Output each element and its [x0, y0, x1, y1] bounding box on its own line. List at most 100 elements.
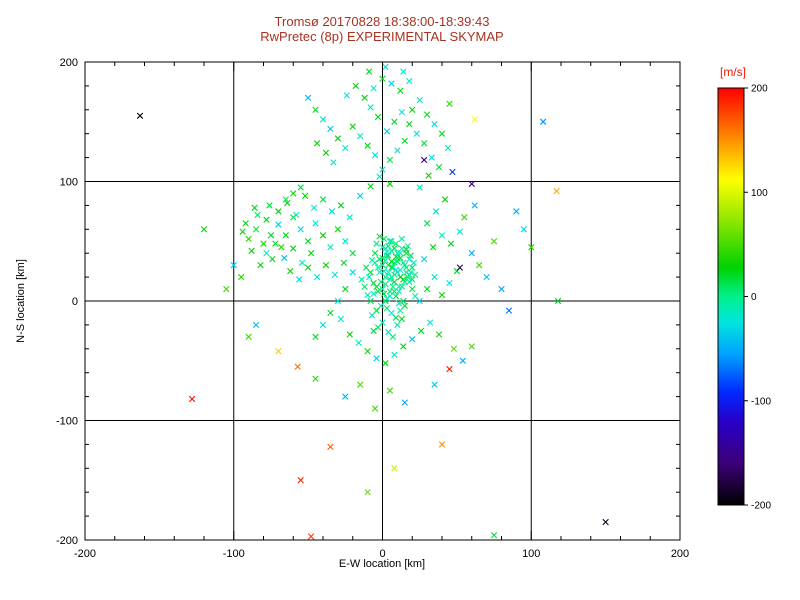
scatter-point	[245, 333, 252, 341]
scatter-point	[327, 244, 334, 251]
scatter-point	[406, 271, 413, 278]
scatter-point	[389, 333, 397, 341]
scatter-point	[447, 240, 455, 247]
scatter-point	[272, 240, 279, 247]
axes-layer: -200 -100 0 100 200 -200 -100 0 100 200	[56, 57, 689, 560]
scatter-point	[371, 152, 379, 159]
scatter-point	[432, 208, 440, 215]
x-tick-label: -200	[74, 548, 96, 560]
scatter-point	[342, 238, 349, 245]
scatter-point	[263, 250, 270, 257]
scatter-point	[269, 255, 276, 263]
scatter-point	[431, 273, 438, 281]
scatter-point	[425, 172, 432, 179]
scatter-point	[416, 297, 423, 305]
scatter-point	[416, 97, 423, 104]
colorbar-tick-label: -100	[751, 396, 771, 407]
scatter-point	[435, 331, 443, 338]
scatter-point	[312, 220, 319, 227]
scatter-point	[365, 273, 373, 281]
scatter-point	[275, 208, 282, 215]
scatter-point	[398, 109, 406, 116]
scatter-point	[373, 283, 380, 290]
scatter-point	[373, 355, 380, 362]
scatter-point	[349, 269, 356, 276]
scatter-point	[330, 159, 337, 166]
scatter-point	[371, 405, 379, 412]
scatter-point	[297, 226, 304, 233]
scatter-point	[379, 75, 386, 82]
x-tick-label: 200	[671, 548, 689, 560]
scatter-point	[409, 264, 416, 271]
grid-layer	[85, 62, 680, 540]
scatter-point	[401, 399, 409, 406]
scatter-point	[407, 252, 414, 259]
scatter-point	[278, 244, 285, 251]
scatter-point	[312, 106, 319, 113]
scatter-point	[188, 395, 196, 403]
scatter-point	[356, 381, 364, 388]
scatter-point	[392, 240, 400, 247]
scatter-point	[364, 348, 371, 355]
scatter-point	[505, 307, 513, 314]
scatter-point	[379, 261, 386, 269]
colorbar-units-label: [m/s]	[720, 65, 746, 79]
scatter-point	[444, 144, 452, 152]
scatter-point	[392, 314, 400, 321]
scatter-point	[251, 204, 258, 211]
scatter-point	[263, 216, 270, 223]
scatter-point	[400, 259, 407, 266]
scatter-point	[520, 226, 528, 233]
scatter-point	[385, 242, 392, 250]
scatter-point	[416, 184, 423, 191]
scatter-point	[397, 250, 404, 257]
scatter-point	[371, 250, 379, 257]
scatter-point	[327, 443, 334, 450]
scatter-point	[475, 261, 483, 269]
scatter-point	[394, 147, 401, 154]
scatter-point	[312, 375, 319, 382]
scatter-point	[297, 184, 304, 191]
scatter-point	[379, 166, 386, 173]
scatter-point	[446, 100, 453, 108]
scatter-point	[368, 312, 376, 319]
scatter-point	[446, 365, 453, 373]
scatter-point	[423, 285, 431, 293]
x-axis-label: E-W location [km]	[339, 558, 425, 570]
scatter-point	[386, 180, 394, 188]
scatter-point	[391, 278, 398, 286]
scatter-point	[431, 120, 438, 128]
scatter-point	[409, 106, 416, 113]
scatter-point	[406, 255, 413, 263]
scatter-point	[450, 345, 458, 352]
colorbar-tick-label: 0	[751, 292, 757, 303]
scatter-point	[471, 202, 478, 209]
y-tick-label: -200	[56, 535, 78, 547]
scatter-point	[420, 140, 428, 147]
scatter-point	[334, 226, 342, 233]
scatter-point	[398, 235, 406, 243]
scatter-point	[334, 297, 342, 305]
scatter-point	[304, 94, 312, 102]
scatter-point	[260, 240, 267, 247]
scatter-point	[409, 285, 416, 293]
scatter-point	[370, 327, 377, 335]
scatter-point	[296, 276, 303, 283]
scatter-point	[553, 187, 560, 195]
scatter-point	[385, 252, 392, 259]
scatter-point	[368, 257, 376, 264]
scatter-point	[281, 254, 288, 262]
scatter-point	[389, 283, 397, 290]
scatter-point	[456, 264, 464, 271]
scatter-point	[290, 190, 297, 197]
scatter-point	[266, 202, 273, 209]
scatter-point	[239, 228, 246, 235]
scatter-point	[423, 111, 431, 118]
scatter-point	[304, 238, 312, 245]
scatter-point	[429, 244, 437, 251]
scatter-point	[275, 348, 282, 355]
scatter-point	[355, 339, 362, 347]
scatter-point	[248, 247, 255, 254]
scatter-point	[386, 387, 394, 394]
scatter-point	[483, 273, 490, 281]
